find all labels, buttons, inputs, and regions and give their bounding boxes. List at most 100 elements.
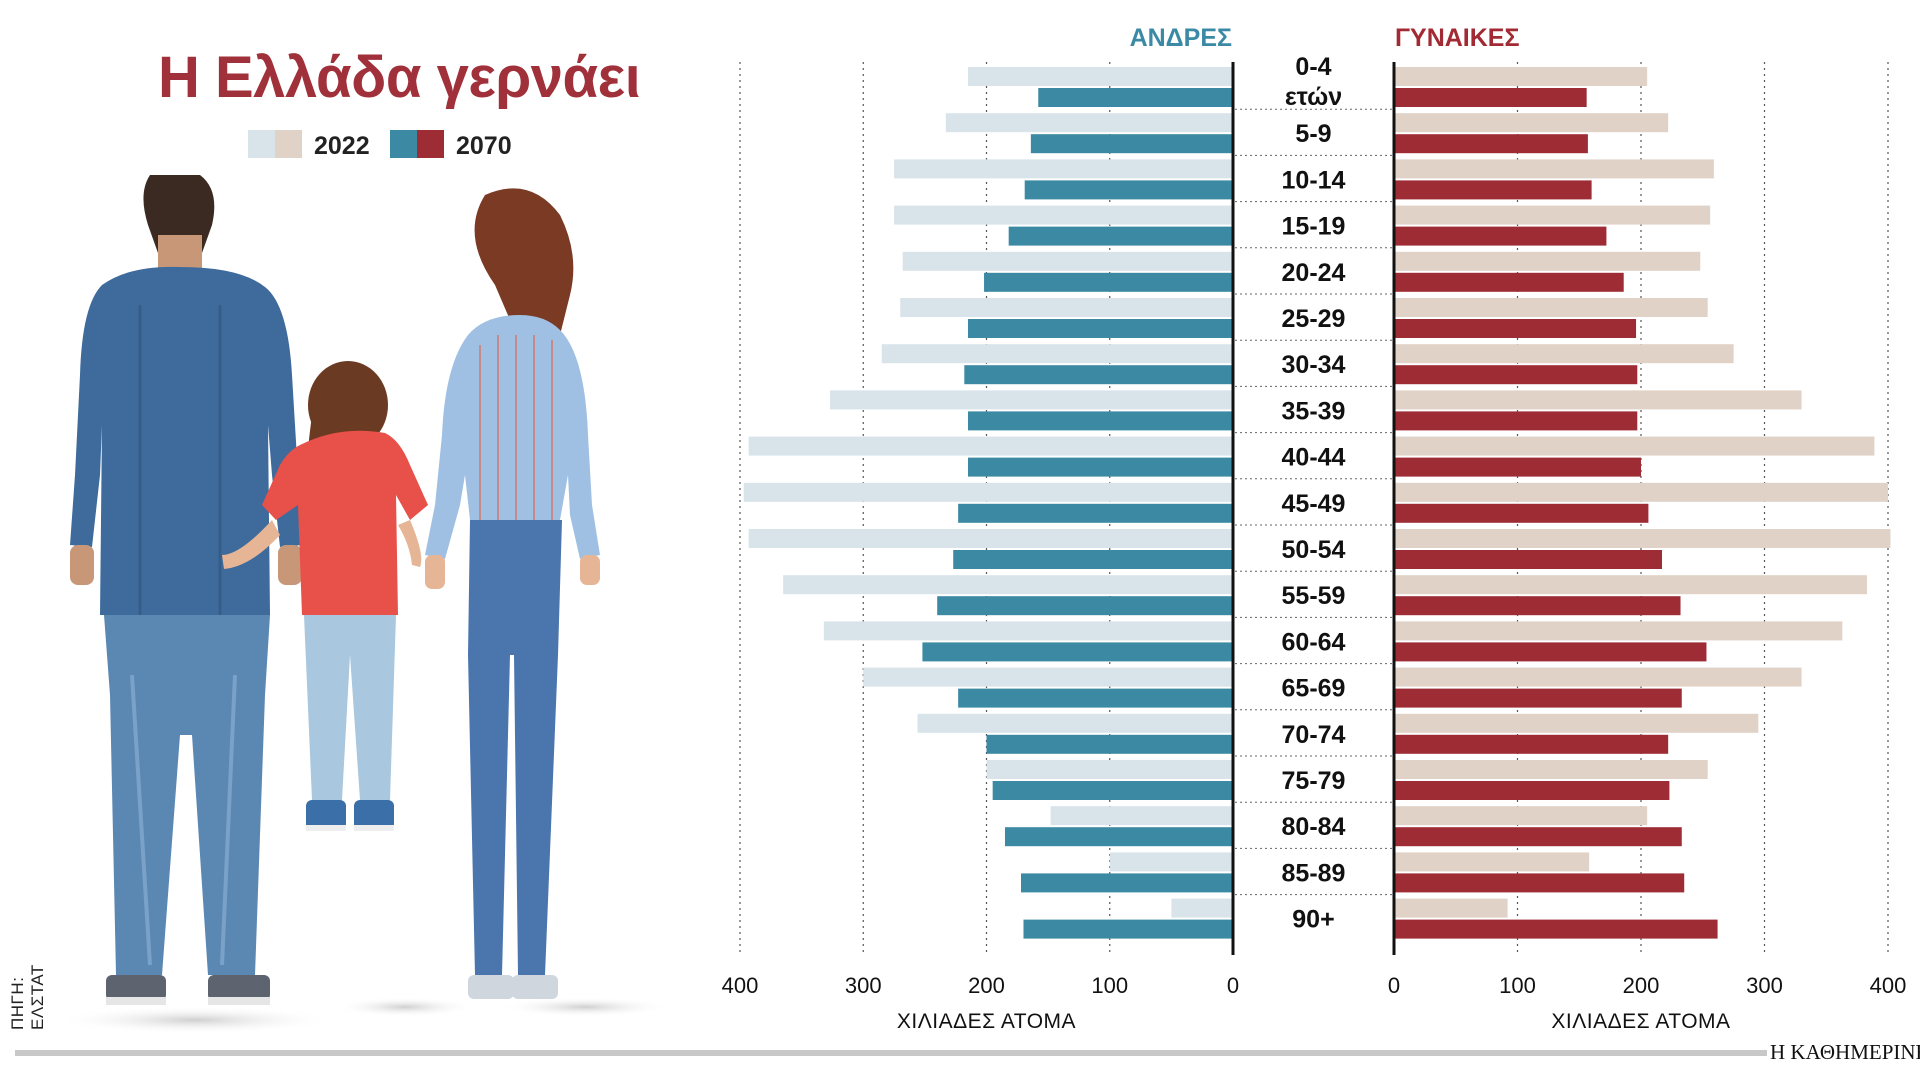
bar-women-2070-20-24 — [1394, 272, 1624, 292]
bar-men-2022-45-49 — [743, 482, 1233, 502]
bar-women-2022-75-79 — [1394, 760, 1708, 779]
bar-men-2070-40-44 — [968, 457, 1233, 477]
bar-men-2070-70-74 — [986, 734, 1233, 754]
bar-men-2022-65-69 — [863, 667, 1233, 687]
bar-women-2070-60-64 — [1394, 642, 1707, 662]
tick-label-right-400: 400 — [1870, 973, 1907, 998]
bar-men-2022-20-24 — [902, 251, 1233, 271]
bar-men-2022-55-59 — [783, 575, 1233, 595]
bar-men-2070-60-64 — [922, 642, 1233, 662]
category-label-40-44: 40-44 — [1282, 444, 1346, 472]
bar-women-2022-90+ — [1394, 898, 1508, 918]
bar-women-2022-85-89 — [1394, 852, 1590, 872]
bar-men-2070-90+ — [1023, 919, 1233, 939]
bar-women-2070-80-84 — [1394, 827, 1682, 847]
bar-men-2022-70-74 — [917, 713, 1233, 733]
bar-men-2070-50-54 — [953, 550, 1233, 569]
bar-women-2022-60-64 — [1394, 621, 1843, 641]
bar-women-2022-15-19 — [1394, 205, 1711, 225]
bar-men-2070-80-84 — [1004, 827, 1233, 847]
category-label-55-59: 55-59 — [1282, 582, 1346, 610]
bar-women-2022-70-74 — [1394, 713, 1759, 733]
legend-swatch-men-2070 — [390, 130, 417, 158]
bar-men-2070-20-24 — [984, 272, 1233, 292]
legend-label-2022: 2022 — [314, 132, 370, 160]
bar-women-2070-10-14 — [1394, 180, 1592, 200]
girl-figure — [222, 361, 428, 831]
family-photo — [55, 175, 670, 1034]
bar-women-2070-30-34 — [1394, 365, 1638, 385]
bar-men-2022-75-79 — [986, 760, 1233, 779]
bar-men-2022-0-4 — [968, 67, 1233, 86]
legend-swatch-women-2022 — [275, 130, 302, 158]
tick-label-left-200: 200 — [968, 973, 1005, 998]
category-label-30-34: 30-34 — [1282, 351, 1346, 379]
legend-swatch-men-2022 — [248, 130, 275, 158]
category-label-80-84: 80-84 — [1282, 813, 1346, 841]
header-women: ΓΥΝΑΙΚΕΣ — [1395, 24, 1520, 52]
bar-men-2070-55-59 — [937, 596, 1233, 616]
bar-women-2070-25-29 — [1394, 319, 1637, 338]
father-figure — [70, 175, 302, 1005]
category-label-85-89: 85-89 — [1282, 859, 1346, 887]
bar-men-2070-0-4 — [1038, 88, 1233, 107]
bar-men-2022-25-29 — [900, 298, 1233, 317]
bar-men-2022-60-64 — [823, 621, 1233, 641]
bar-men-2070-65-69 — [958, 688, 1233, 708]
bar-men-2070-5-9 — [1030, 134, 1233, 154]
category-label-60-64: 60-64 — [1282, 628, 1346, 656]
bar-men-2022-40-44 — [748, 436, 1233, 456]
tick-label-left-100: 100 — [1091, 973, 1128, 998]
bar-men-2070-15-19 — [1008, 226, 1233, 246]
brand-logo: Η ΚΑΘΗΜΕΡΙΝΗ — [1770, 1040, 1920, 1064]
legend-label-2070: 2070 — [456, 132, 512, 160]
bar-women-2022-65-69 — [1394, 667, 1802, 687]
bar-women-2070-75-79 — [1394, 781, 1670, 800]
bar-women-2022-40-44 — [1394, 436, 1875, 456]
tick-label-right-0: 0 — [1388, 973, 1400, 998]
category-label-15-19: 15-19 — [1282, 213, 1346, 241]
bar-women-2022-50-54 — [1394, 529, 1891, 548]
category-label-0-4: 0-4 — [1295, 53, 1331, 81]
category-label-70-74: 70-74 — [1282, 721, 1346, 749]
tick-label-left-400: 400 — [722, 973, 759, 998]
bar-men-2022-5-9 — [945, 113, 1233, 133]
bar-women-2070-15-19 — [1394, 226, 1607, 246]
tick-label-right-100: 100 — [1499, 973, 1536, 998]
header-men: ΑΝΔΡΕΣ — [1130, 24, 1232, 52]
tick-label-left-300: 300 — [845, 973, 882, 998]
axis-title-left: ΧΙΛΙΑΔΕΣ ΑΤΟΜΑ — [897, 1010, 1076, 1033]
axis-title-right: ΧΙΛΙΑΔΕΣ ΑΤΟΜΑ — [1551, 1010, 1730, 1033]
bar-women-2022-10-14 — [1394, 159, 1714, 179]
bar-women-2070-55-59 — [1394, 596, 1681, 616]
bar-women-2022-25-29 — [1394, 298, 1708, 317]
tick-label-right-300: 300 — [1746, 973, 1783, 998]
bar-women-2022-80-84 — [1394, 806, 1648, 826]
category-label-25-29: 25-29 — [1282, 305, 1346, 333]
category-label-45-49: 45-49 — [1282, 490, 1346, 518]
bar-women-2070-5-9 — [1394, 134, 1588, 154]
bar-men-2022-85-89 — [1109, 852, 1233, 872]
bar-women-2070-65-69 — [1394, 688, 1682, 708]
bar-women-2070-85-89 — [1394, 873, 1685, 893]
legend-swatch-women-2070 — [417, 130, 444, 158]
bar-men-2070-45-49 — [958, 503, 1233, 523]
bar-men-2070-10-14 — [1024, 180, 1233, 200]
category-label-10-14: 10-14 — [1282, 166, 1346, 194]
bar-men-2022-10-14 — [894, 159, 1233, 179]
bottom-rule — [15, 1050, 1767, 1056]
bar-men-2022-35-39 — [829, 390, 1233, 410]
bar-men-2070-25-29 — [968, 319, 1233, 338]
bar-women-2022-45-49 — [1394, 482, 1888, 502]
bar-women-2070-35-39 — [1394, 411, 1638, 431]
chart-title: Η Ελλάδα γερνάει — [158, 45, 641, 110]
category-sublabel: ετών — [1285, 83, 1342, 111]
legend: 2022 2070 — [248, 130, 528, 160]
bar-men-2070-85-89 — [1021, 873, 1233, 893]
bar-men-2022-15-19 — [894, 205, 1233, 225]
bar-women-2022-5-9 — [1394, 113, 1669, 133]
bar-men-2022-80-84 — [1050, 806, 1233, 826]
bar-women-2070-0-4 — [1394, 88, 1587, 107]
bar-men-2070-75-79 — [992, 781, 1233, 800]
mother-figure — [425, 188, 600, 999]
